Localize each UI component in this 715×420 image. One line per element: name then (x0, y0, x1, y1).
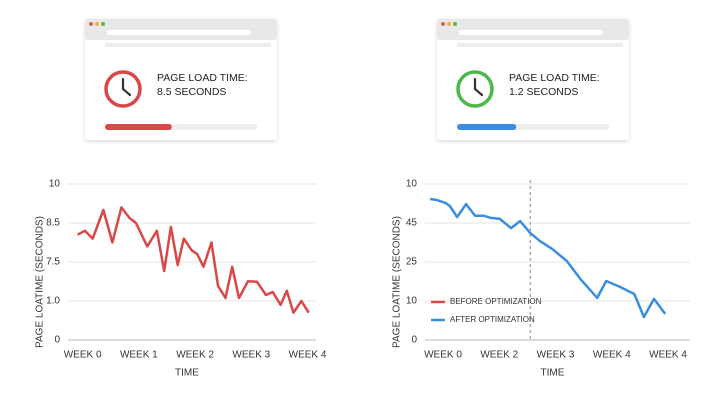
tab-bar (105, 43, 271, 47)
dot (441, 22, 445, 26)
dot (447, 22, 451, 26)
x-axis-label: TIME (541, 368, 565, 379)
x-axis-label: TIME (175, 368, 199, 379)
x-tick-label: WEEK 0 (64, 350, 102, 361)
y-axis-label: PAGE LOATIME (SECONDS) (35, 216, 46, 348)
x-tick-label: WEEK 2 (480, 350, 518, 361)
clock-hands (121, 77, 132, 97)
clock-icon (104, 70, 142, 108)
card-label: PAGE LOAD TIME: (157, 72, 248, 84)
dot (101, 22, 105, 26)
tab-bar (457, 43, 623, 47)
card-label: PAGE LOAD TIME: (509, 72, 600, 84)
y-tick-label: 45 (406, 218, 418, 229)
x-tick-label: WEEK 4 (593, 350, 631, 361)
progress-bar (105, 124, 172, 130)
y-tick-label: 1.0 (46, 296, 60, 307)
x-tick-label: WEEK 3 (537, 350, 575, 361)
x-tick-label: WEEK 3 (232, 350, 270, 361)
x-tick-label: WEEK 1 (120, 350, 158, 361)
clock-icon (456, 70, 494, 108)
y-tick-label: 25 (406, 257, 418, 268)
y-tick-label: 10 (406, 179, 418, 190)
card-value: 8.5 SECONDS (157, 86, 226, 98)
title-bar (437, 19, 629, 40)
dot (453, 22, 457, 26)
x-tick-label: WEEK 4 (289, 350, 327, 361)
progress-bar (457, 124, 517, 130)
legend-label: BEFORE OPTIMIZATION (450, 297, 542, 306)
x-tick-label: WEEK 4 (649, 350, 687, 361)
clock-hands (473, 77, 484, 97)
address-bar (459, 30, 603, 35)
y-tick-label: 10 (406, 296, 418, 307)
title-bar (85, 19, 277, 40)
y-tick-label: 0 (54, 335, 60, 346)
data-line (429, 197, 667, 319)
data-line (77, 206, 310, 314)
y-tick-label: 0 (411, 335, 417, 346)
card-bg (85, 19, 277, 140)
browser-card: PAGE LOAD TIME: 8.5 SECONDS (85, 19, 277, 140)
x-tick-label: WEEK 2 (176, 350, 214, 361)
dot (95, 22, 99, 26)
card-bg (437, 19, 629, 140)
card-value: 1.2 SECONDS (509, 86, 578, 98)
browser-card: PAGE LOAD TIME: 1.2 SECONDS (437, 19, 629, 140)
legend-label: AFTER OPTIMIZATION (450, 315, 535, 324)
y-tick-label: 10 (49, 179, 61, 190)
address-bar (107, 30, 251, 35)
y-tick-label: 7.5 (46, 257, 60, 268)
x-tick-label: WEEK 0 (424, 350, 462, 361)
dot (89, 22, 93, 26)
y-axis-label: PAGE LOATIME (SECONDS) (392, 216, 403, 348)
y-tick-label: 8.5 (46, 218, 60, 229)
